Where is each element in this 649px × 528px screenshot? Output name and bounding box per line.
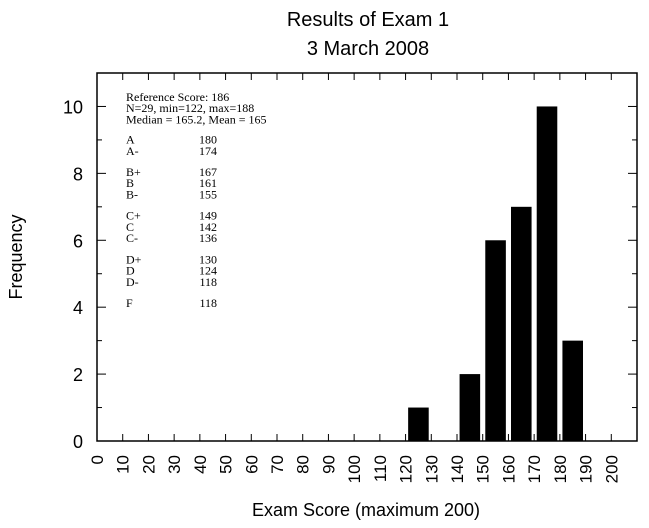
x-tick-label: 50 (217, 455, 236, 474)
grade-cutoff: 136 (199, 231, 217, 245)
annotation-line: Reference Score: 186 (126, 90, 229, 104)
grade-cutoff: 167 (199, 165, 217, 179)
annotation-line: N=29, min=122, max=188 (126, 101, 254, 115)
grade-letter: D (126, 264, 135, 278)
x-tick-label: 20 (139, 455, 158, 474)
grade-cutoff: 149 (199, 209, 217, 223)
y-tick-label: 10 (63, 97, 83, 117)
x-tick-label: 160 (499, 455, 518, 483)
grade-letter: D+ (126, 252, 142, 266)
grade-cutoff: 118 (199, 275, 217, 289)
grade-cutoff: 124 (199, 264, 217, 278)
grade-letter: F (126, 296, 133, 310)
grade-letter: D- (126, 275, 139, 289)
x-tick-label: 190 (577, 455, 596, 483)
x-tick-label: 30 (165, 455, 184, 474)
grade-letter: A (126, 133, 135, 147)
x-tick-label: 90 (319, 455, 338, 474)
x-tick-label: 150 (474, 455, 493, 483)
y-tick-label: 2 (73, 365, 83, 385)
x-tick-label: 130 (422, 455, 441, 483)
x-tick-label: 200 (602, 455, 621, 483)
x-tick-label: 0 (88, 455, 107, 464)
bar (485, 240, 506, 441)
chart-title-line: Results of Exam 1 (287, 9, 449, 31)
y-tick-label: 4 (73, 298, 83, 318)
bar (536, 106, 558, 442)
x-tick-label: 120 (397, 455, 416, 483)
bar (408, 407, 429, 441)
grade-cutoff: 155 (199, 187, 217, 201)
y-axis-label: Frequency (6, 214, 26, 299)
grade-letter: B (126, 176, 134, 190)
grade-letter: C- (126, 231, 138, 245)
y-tick-label: 8 (73, 164, 83, 184)
annotation-line: Median = 165.2, Mean = 165 (126, 112, 267, 126)
x-tick-label: 140 (448, 455, 467, 483)
x-tick-label: 80 (294, 455, 313, 474)
grade-letter: B+ (126, 165, 141, 179)
x-tick-label: 170 (525, 455, 544, 483)
grade-cutoff: 174 (199, 144, 217, 158)
grade-cutoff: 118 (199, 296, 217, 310)
x-axis-label: Exam Score (maximum 200) (252, 500, 480, 520)
x-tick-label: 70 (268, 455, 287, 474)
grade-letter: C (126, 220, 134, 234)
y-tick-label: 0 (73, 432, 83, 452)
x-tick-label: 180 (551, 455, 570, 483)
grade-letter: A- (126, 144, 139, 158)
chart-title-line: 3 March 2008 (307, 38, 429, 60)
grade-cutoff: 161 (199, 176, 217, 190)
bar (511, 206, 532, 441)
grade-cutoff: 180 (199, 133, 217, 147)
grade-letter: C+ (126, 209, 141, 223)
x-tick-label: 100 (345, 455, 364, 483)
grade-cutoff: 130 (199, 252, 217, 266)
x-tick-label: 60 (242, 455, 261, 474)
plot-frame (96, 72, 638, 442)
bar (459, 374, 481, 441)
grade-letter: B- (126, 187, 138, 201)
y-tick-label: 6 (73, 231, 83, 251)
bar (562, 340, 583, 441)
x-tick-label: 110 (371, 455, 390, 482)
grade-cutoff: 142 (199, 220, 217, 234)
x-tick-label: 10 (114, 455, 133, 474)
x-tick-label: 40 (191, 455, 210, 474)
